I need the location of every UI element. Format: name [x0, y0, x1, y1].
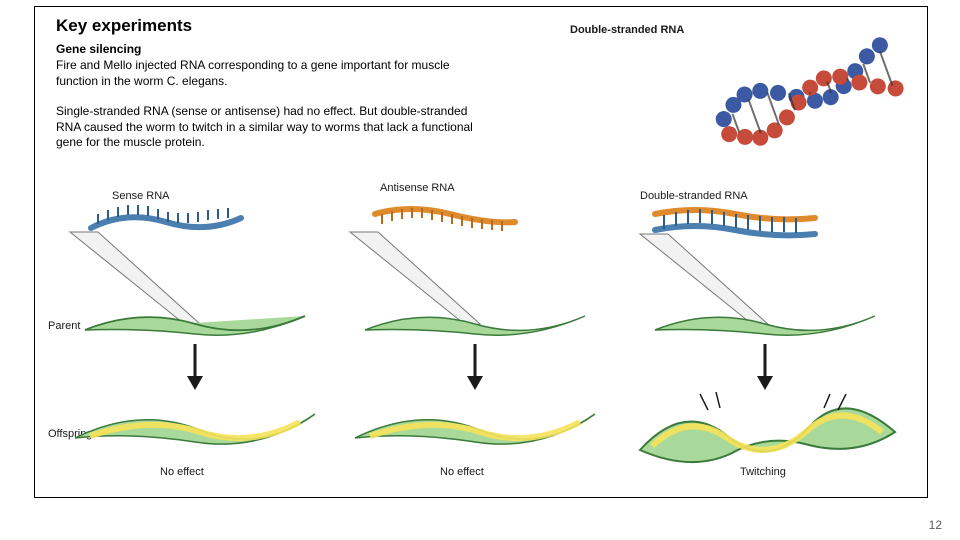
result-col2: No effect: [440, 466, 484, 478]
dsrna-top-label: Double-stranded RNA: [570, 24, 684, 36]
paragraph-2: Single-stranded RNA (sense or antisense)…: [56, 104, 476, 151]
arrow-col2: [465, 342, 485, 392]
arrow-col3: [755, 342, 775, 392]
dsrna-helix-illustration: [700, 18, 920, 168]
title: Key experiments: [56, 16, 192, 36]
offspring-worm-col2: [350, 400, 600, 460]
slide: { "page": { "number": "12", "bg": "#ffff…: [0, 0, 960, 540]
arrow-col1: [185, 342, 205, 392]
offspring-worm-col3-twitching: [630, 392, 910, 472]
antisense-rna-label: Antisense RNA: [380, 182, 455, 194]
result-col1: No effect: [160, 466, 204, 478]
subtitle: Gene silencing: [56, 42, 141, 56]
paragraph-1: Fire and Mello injected RNA correspondin…: [56, 58, 476, 89]
result-col3: Twitching: [740, 466, 786, 478]
page-number: 12: [929, 518, 942, 532]
offspring-worm-col1: [70, 400, 320, 460]
